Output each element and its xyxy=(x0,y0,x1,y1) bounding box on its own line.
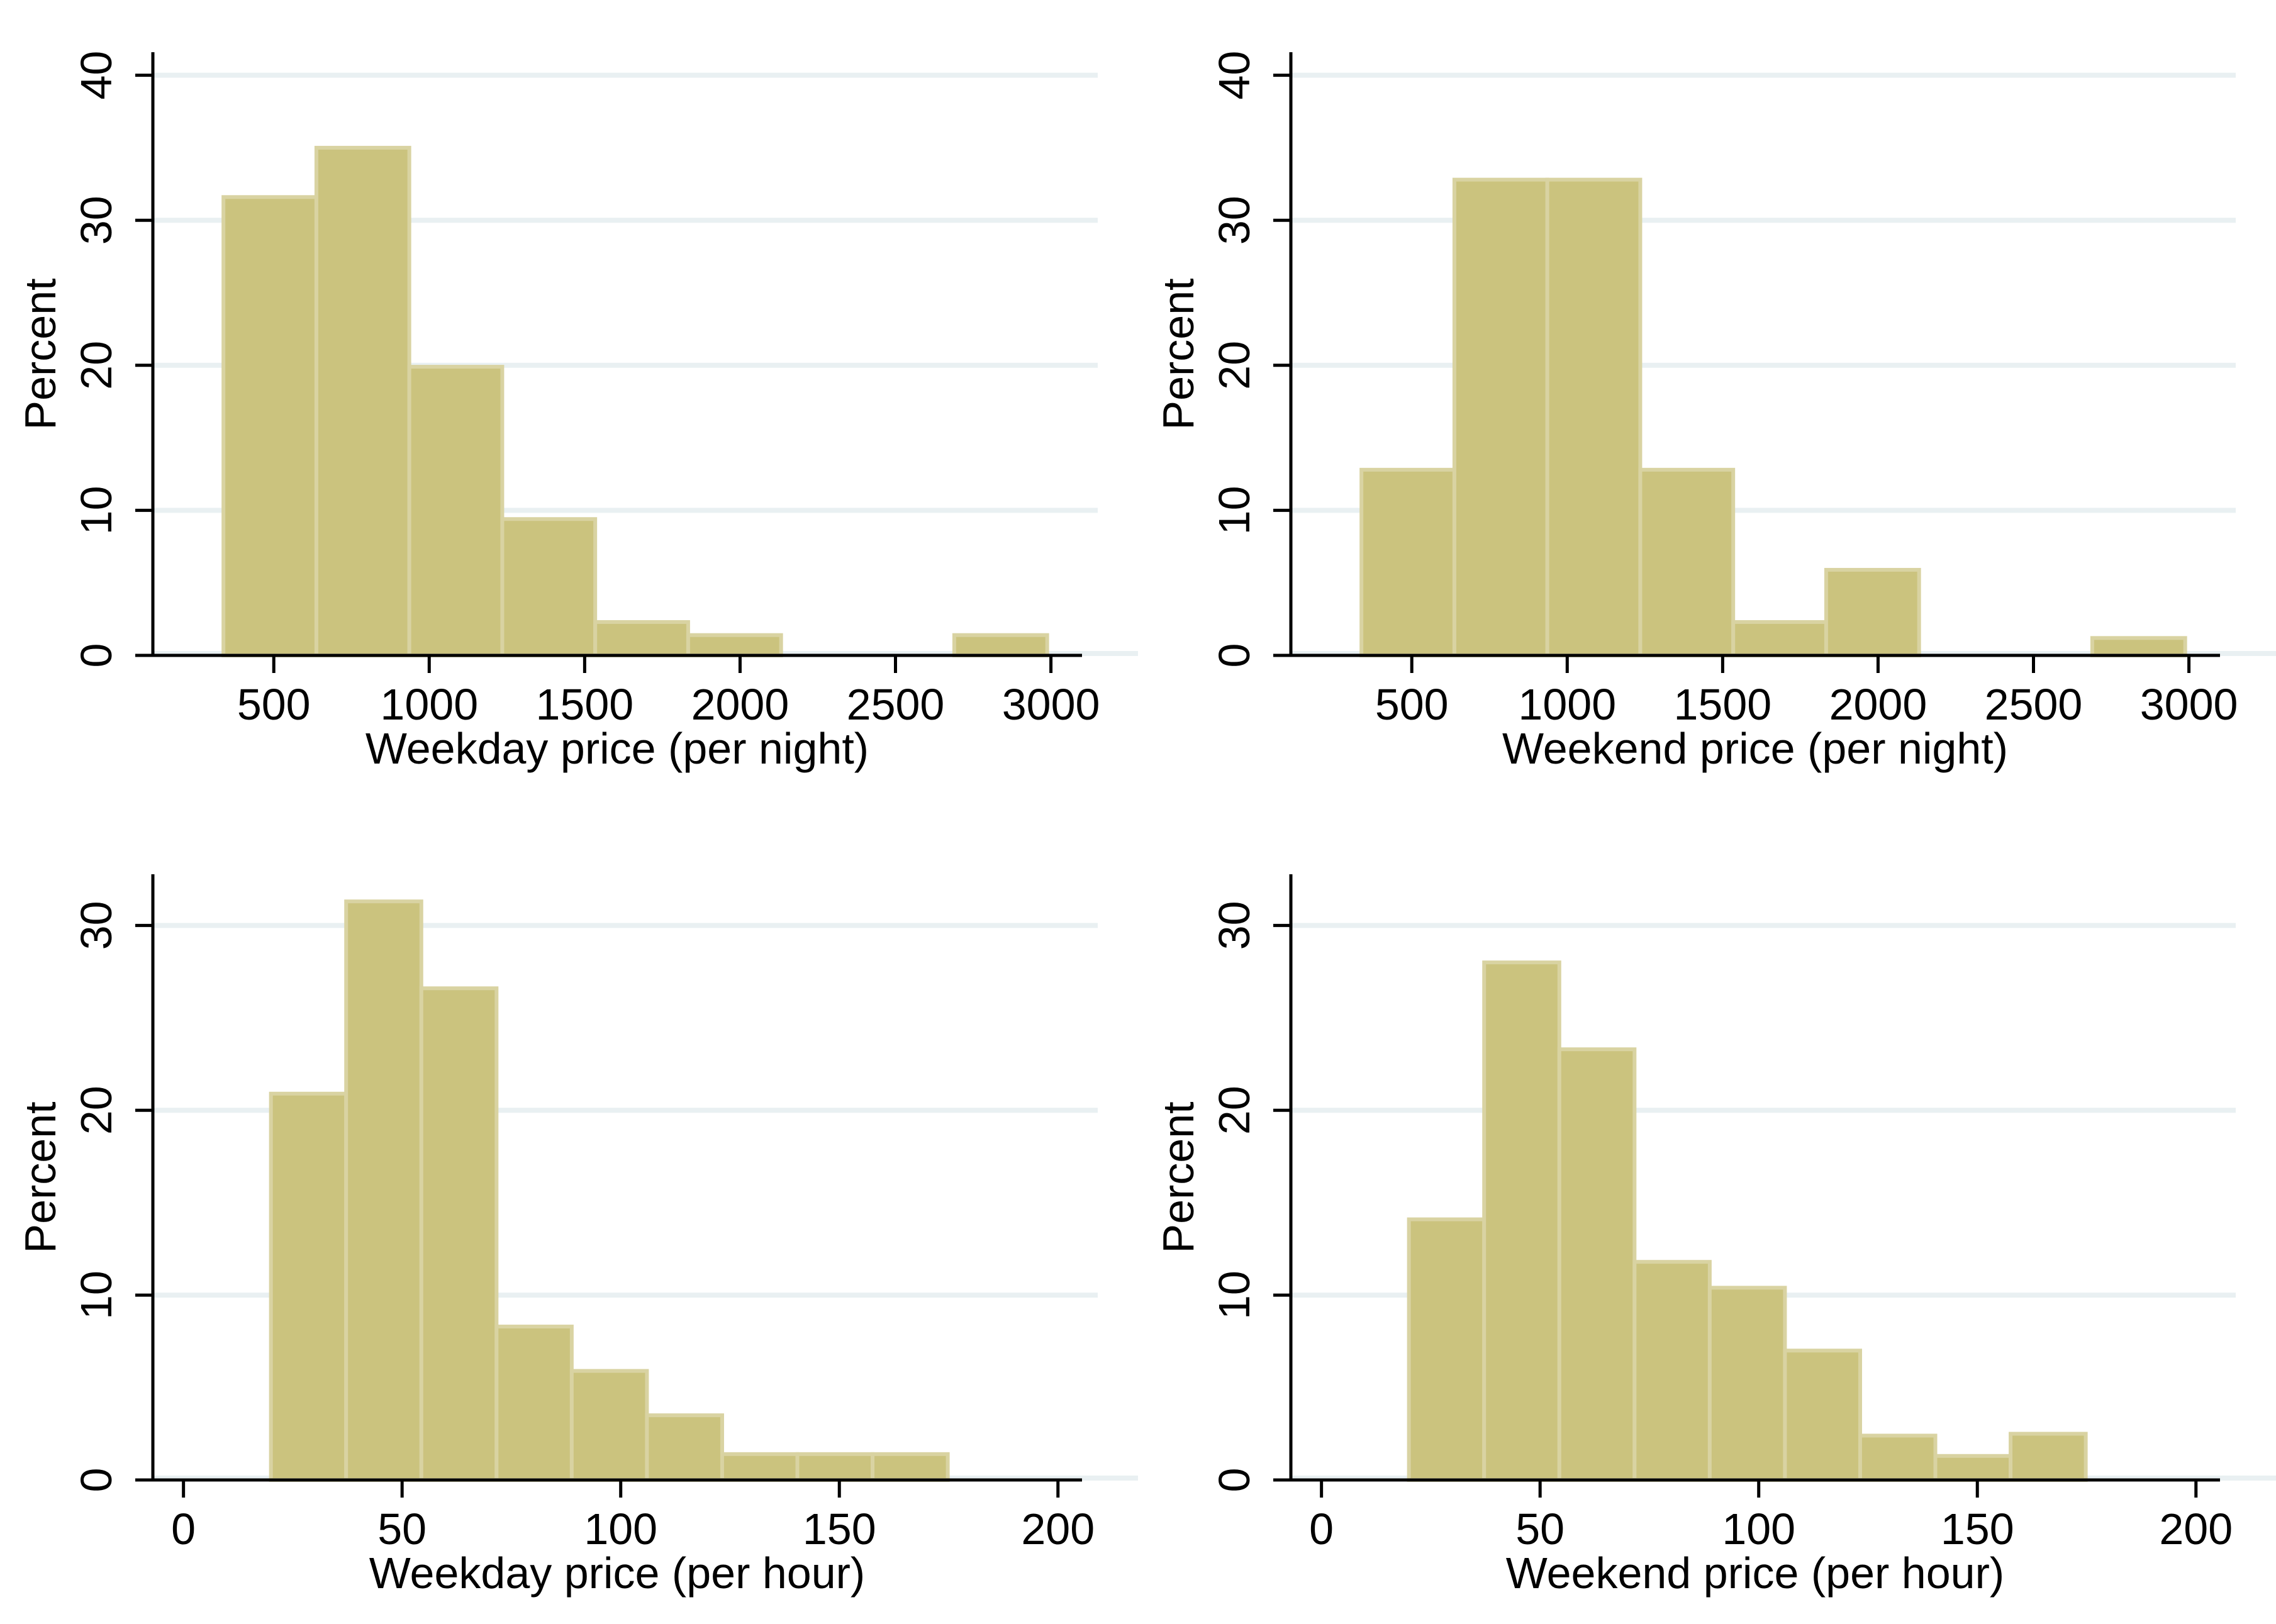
histogram-bar xyxy=(593,620,690,657)
x-axis-title: Weekend price (per hour) xyxy=(1506,1549,2004,1598)
x-tick-label-50: 50 xyxy=(1515,1504,1565,1554)
plot-area: 0 10 20 30 40 500 1000 1500 2000 2500 3000 xyxy=(72,51,1138,729)
x-axis-title: Weekend price (per night) xyxy=(1502,724,2008,773)
x-tick-label-2000: 2000 xyxy=(1829,680,1927,729)
histogram-bar xyxy=(1557,1047,1637,1482)
chart-weekend-price-per-night-svg: 0 10 20 30 40 500 1000 1500 2000 2500 3000 Weekend… xyxy=(1154,51,2276,773)
histogram-bar xyxy=(1858,1433,1938,1482)
y-tick-label-30: 30 xyxy=(72,901,121,950)
x-tick-label-2500: 2500 xyxy=(1985,680,2083,729)
x-tick-label-100: 100 xyxy=(584,1504,657,1554)
x-tick-label-1500: 1500 xyxy=(1674,680,1772,729)
histogram-bar xyxy=(871,1452,950,1482)
histogram-bar xyxy=(1783,1349,1862,1482)
x-tick-label-0: 0 xyxy=(171,1504,196,1554)
histogram-bar xyxy=(1933,1454,2013,1482)
chart-weekday-price-per-night: 0 10 20 30 40 500 1000 1500 2000 2500 3000 Weekday… xyxy=(0,0,1138,812)
y-tick-label-30: 30 xyxy=(1210,901,1259,950)
y-axis-title: Percent xyxy=(16,1101,65,1253)
plot-area: 0 10 20 30 40 500 1000 1500 2000 2500 3000 xyxy=(1210,51,2276,729)
y-axis-title: Percent xyxy=(1154,278,1203,430)
chart-weekend-price-per-night: 0 10 20 30 40 500 1000 1500 2000 2500 3000 Weekend… xyxy=(1138,0,2276,812)
histogram-bar xyxy=(2090,636,2187,657)
y-tick-label-20: 20 xyxy=(1210,1086,1259,1135)
y-tick-label-0: 0 xyxy=(72,643,121,668)
y-tick-label-20: 20 xyxy=(1210,341,1259,390)
y-tick-label-40: 40 xyxy=(1210,51,1259,100)
x-tick-label-500: 500 xyxy=(1375,680,1449,729)
x-tick-label-0: 0 xyxy=(1309,1504,1334,1554)
x-tick-label-200: 200 xyxy=(1021,1504,1095,1554)
histogram-bar xyxy=(1731,620,1828,657)
histogram-bar xyxy=(407,365,505,657)
histogram-bar xyxy=(1545,177,1643,657)
x-tick-label-2500: 2500 xyxy=(847,680,945,729)
y-tick-label-10: 10 xyxy=(72,1271,121,1320)
x-tick-label-200: 200 xyxy=(2159,1504,2233,1554)
histogram-bar xyxy=(1824,567,1921,657)
x-tick-label-3000: 3000 xyxy=(2140,680,2238,729)
histogram-bar xyxy=(419,986,499,1482)
y-tick-label-20: 20 xyxy=(72,1086,121,1135)
y-axis-title: Percent xyxy=(1154,1101,1203,1253)
histogram-bar xyxy=(269,1091,349,1482)
histogram-bar xyxy=(314,145,411,658)
y-tick-label-30: 30 xyxy=(1210,196,1259,245)
plot-area: 0 10 20 30 0 50 100 150 200 xyxy=(1210,874,2276,1554)
chart-weekday-price-per-hour-svg: 0 10 20 30 0 50 100 150 200 Weekday price (per h… xyxy=(16,874,1138,1598)
x-tick-label-100: 100 xyxy=(1722,1504,1795,1554)
x-tick-label-3000: 3000 xyxy=(1002,680,1100,729)
histogram-bar xyxy=(1482,960,1561,1482)
y-tick-label-40: 40 xyxy=(72,51,121,100)
x-tick-label-1000: 1000 xyxy=(1518,680,1616,729)
x-tick-label-50: 50 xyxy=(377,1504,427,1554)
y-tick-label-0: 0 xyxy=(1210,643,1259,668)
histogram-bar xyxy=(795,1452,875,1482)
histogram-bar xyxy=(494,1325,574,1482)
chart-weekend-price-per-hour-svg: 0 10 20 30 0 50 100 150 200 Weekend price (per h… xyxy=(1154,874,2276,1598)
y-tick-label-10: 10 xyxy=(72,486,121,535)
y-axis-title: Percent xyxy=(16,278,65,430)
histogram-bar xyxy=(645,1413,724,1482)
histogram-bar xyxy=(569,1369,649,1482)
x-axis-title: Weekday price (per night) xyxy=(365,724,869,773)
x-tick-label-150: 150 xyxy=(803,1504,876,1554)
x-tick-label-2000: 2000 xyxy=(691,680,789,729)
y-tick-label-10: 10 xyxy=(1210,1271,1259,1320)
histogram-bar xyxy=(344,899,423,1482)
histogram-bar xyxy=(1452,177,1549,657)
x-tick-label-1500: 1500 xyxy=(536,680,634,729)
plot-area: 0 10 20 30 0 50 100 150 200 xyxy=(72,874,1138,1554)
histogram-bar xyxy=(1407,1217,1487,1482)
x-tick-label-150: 150 xyxy=(1941,1504,2014,1554)
histogram-bar xyxy=(1638,467,1736,657)
y-tick-label-20: 20 xyxy=(72,341,121,390)
y-tick-label-10: 10 xyxy=(1210,486,1259,535)
histogram-bar xyxy=(500,517,598,658)
chart-weekday-price-per-night-svg: 0 10 20 30 40 500 1000 1500 2000 2500 3000 Weekday… xyxy=(16,51,1138,773)
y-tick-label-0: 0 xyxy=(1210,1468,1259,1493)
histogram-bar xyxy=(952,633,1049,657)
x-axis-title: Weekday price (per hour) xyxy=(369,1549,866,1598)
chart-weekend-price-per-hour: 0 10 20 30 0 50 100 150 200 Weekend price (per h… xyxy=(1138,812,2276,1624)
histogram-bar xyxy=(720,1452,800,1482)
histogram-bar xyxy=(1707,1286,1787,1482)
histogram-bar xyxy=(686,633,783,657)
histogram-bar xyxy=(1359,467,1456,657)
x-tick-label-1000: 1000 xyxy=(380,680,478,729)
y-tick-label-30: 30 xyxy=(72,196,121,245)
histogram-bar xyxy=(1632,1260,1712,1482)
x-tick-label-500: 500 xyxy=(237,680,311,729)
chart-weekday-price-per-hour: 0 10 20 30 0 50 100 150 200 Weekday price (per h… xyxy=(0,812,1138,1624)
y-tick-label-0: 0 xyxy=(72,1468,121,1493)
histogram-bar xyxy=(221,195,318,657)
histogram-bar xyxy=(2009,1432,2088,1482)
